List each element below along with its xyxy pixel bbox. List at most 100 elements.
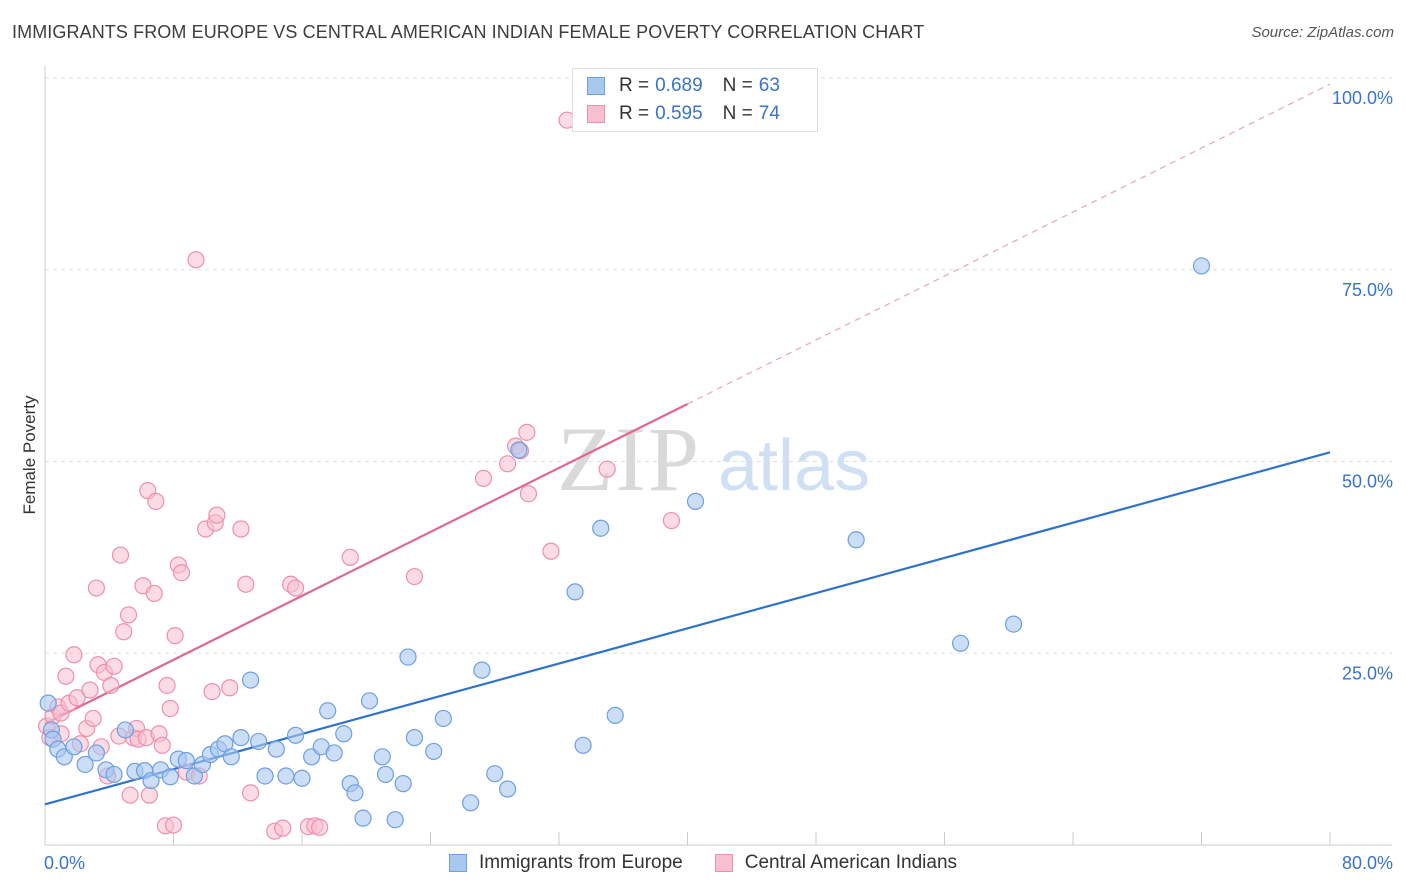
europe-point <box>267 740 285 758</box>
cai-point <box>147 492 165 510</box>
europe-point <box>847 531 865 549</box>
europe-legend-label: Immigrants from Europe <box>478 852 683 873</box>
watermark-zip: ZIP <box>557 408 701 510</box>
cai-point <box>140 786 159 804</box>
europe-point <box>606 706 624 724</box>
x-tick-label: 80.0% <box>1342 853 1393 873</box>
europe-point <box>1004 615 1023 633</box>
europe-point <box>354 809 372 827</box>
legend-item-cai[interactable]: Central American Indians <box>714 852 957 874</box>
cai-point <box>274 819 292 837</box>
cai-point <box>242 784 260 802</box>
europe-point <box>256 767 274 785</box>
cai-point <box>341 548 359 566</box>
legend-item-europe[interactable]: Immigrants from Europe <box>448 852 683 874</box>
watermark-atlas: atlas <box>718 426 870 506</box>
europe-point <box>592 519 610 537</box>
europe-point <box>386 811 404 829</box>
europe-r-value: 0.689 <box>655 75 703 96</box>
europe-point <box>376 765 395 784</box>
cai-point <box>499 455 517 473</box>
europe-point <box>142 771 160 790</box>
legend-row-cai: R = 0.595 N = 74 <box>587 102 780 126</box>
cai-point <box>542 542 560 560</box>
europe-point <box>242 671 260 689</box>
europe-point <box>177 752 195 770</box>
cai-point <box>208 506 226 524</box>
cai-point <box>518 423 536 441</box>
europe-point <box>434 709 452 728</box>
cai-point <box>232 520 250 538</box>
cai-point <box>164 816 183 834</box>
europe-point <box>105 765 123 784</box>
europe-r-label: R = <box>619 75 650 96</box>
europe-point <box>65 738 83 756</box>
europe-point <box>425 742 443 761</box>
cai-point <box>161 699 179 718</box>
cai-point <box>121 786 139 804</box>
x-tick-label: 0.0% <box>44 853 85 873</box>
europe-point <box>1192 257 1211 275</box>
europe-point <box>399 648 417 666</box>
europe-point <box>566 583 584 601</box>
europe-point <box>87 744 106 762</box>
cai-point <box>221 679 239 697</box>
europe-point <box>319 702 337 720</box>
cai-point <box>311 818 329 836</box>
y-tick-label: 100.0% <box>1332 88 1393 108</box>
cai-n-value: 74 <box>758 103 780 124</box>
europe-point <box>222 748 240 766</box>
cai-point <box>405 567 424 586</box>
trend-line-cai-extension <box>687 83 1331 405</box>
cai-point <box>187 251 205 269</box>
cai-point <box>172 564 191 582</box>
cai-point <box>81 681 99 699</box>
cai-point <box>286 579 305 597</box>
cai-point <box>102 676 120 695</box>
gridlines <box>45 77 1392 654</box>
cai-point <box>158 676 176 695</box>
cai-point <box>203 682 221 701</box>
cai-r-value: 0.595 <box>655 103 703 124</box>
europe-point <box>250 732 268 751</box>
cai-point <box>84 709 102 728</box>
cai-point <box>237 575 255 593</box>
y-tick-label: 50.0% <box>1342 472 1393 492</box>
series-europe-points <box>39 257 1211 829</box>
europe-point <box>486 765 504 783</box>
cai-point <box>519 485 538 503</box>
europe-point <box>76 755 94 774</box>
cai-legend-swatch <box>714 854 733 872</box>
tick-labels: 25.0% 50.0% 75.0% 100.0% 0.0% 80.0% <box>44 88 1393 873</box>
europe-point <box>462 794 480 812</box>
cai-point <box>474 469 493 487</box>
legend-row-europe: R = 0.689 N = 63 <box>587 74 780 98</box>
europe-point <box>116 721 134 739</box>
europe-point <box>373 748 391 766</box>
europe-point <box>325 744 343 762</box>
europe-point <box>686 492 705 510</box>
cai-n-label: N = <box>722 103 753 124</box>
europe-swatch <box>587 77 605 95</box>
europe-point <box>277 767 295 785</box>
europe-point <box>510 441 528 459</box>
cai-r-label: R = <box>619 103 650 124</box>
europe-n-value: 63 <box>758 75 780 96</box>
europe-point <box>286 726 305 744</box>
cai-point <box>87 579 106 597</box>
cai-point <box>57 667 75 685</box>
europe-point <box>405 729 424 747</box>
cai-point <box>662 511 681 530</box>
source-label: Source: ZipAtlas.com <box>1251 24 1394 41</box>
europe-point <box>39 694 57 712</box>
stats-legend: R = 0.689 N = 63 R = 0.595 N = 74 <box>572 68 818 132</box>
watermark: ZIP atlas <box>557 408 870 510</box>
europe-point <box>473 661 491 679</box>
europe-point <box>499 780 517 798</box>
europe-point <box>574 736 592 754</box>
europe-point <box>951 634 970 652</box>
cai-point <box>598 460 616 478</box>
cai-point <box>115 623 133 641</box>
europe-point <box>293 769 311 787</box>
